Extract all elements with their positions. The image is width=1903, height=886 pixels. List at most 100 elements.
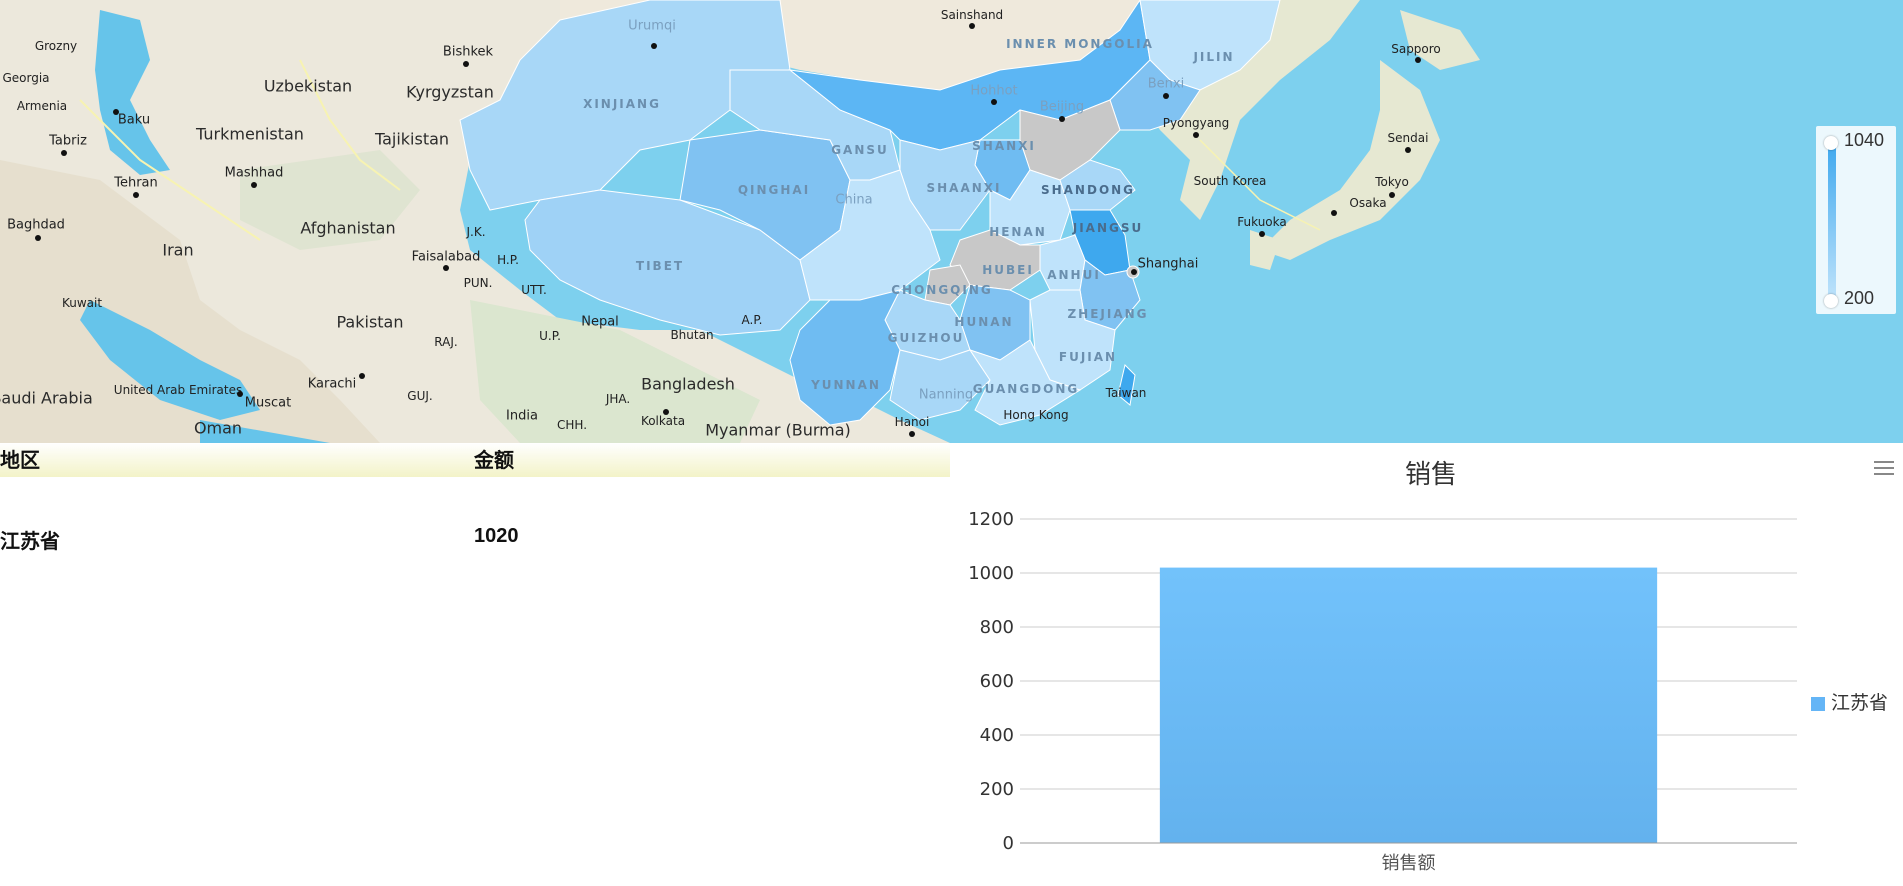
- visual-map-legend[interactable]: 1040 200: [1816, 126, 1896, 314]
- city-marker-icon: [1405, 147, 1411, 153]
- city-label: Urumqi: [628, 18, 676, 34]
- map-panel[interactable]: Uzbekistan Kyrgyzstan Turkmenistan Tajikist…: [0, 0, 1903, 443]
- y-tick-label: 800: [980, 617, 1014, 638]
- country-label: Kuwait: [61, 296, 103, 310]
- city-marker-icon: [1163, 93, 1169, 99]
- country-label: Oman: [193, 418, 243, 438]
- city-label: Bishkek: [442, 44, 494, 60]
- province-label: TIBET: [635, 259, 685, 273]
- city-label: Osaka: [1349, 196, 1387, 210]
- province-label: GUJ.: [407, 389, 433, 403]
- province-label: J.K.: [466, 225, 486, 239]
- city-marker-icon: [463, 61, 469, 67]
- province-label: U.P.: [539, 329, 561, 343]
- province-label: ANHUI: [1047, 268, 1101, 282]
- province-label: SHAANXI: [926, 181, 1002, 195]
- province-label: CHONGQING: [891, 283, 993, 297]
- city-marker-icon: [1059, 116, 1065, 122]
- country-label: South Korea: [1193, 174, 1267, 188]
- province-label: CHH.: [556, 418, 588, 432]
- province-label: GUANGDONG: [972, 382, 1080, 396]
- city-marker-icon: [1389, 192, 1395, 198]
- province-label: SHANXI: [972, 139, 1036, 153]
- country-label: Bangladesh: [641, 374, 735, 394]
- city-label: China: [835, 192, 873, 208]
- city-label: Tehran: [114, 175, 158, 191]
- city-marker-icon: [133, 192, 139, 198]
- y-tick-label: 1000: [968, 563, 1014, 584]
- province-label: HUBEI: [982, 263, 1034, 277]
- country-label: Tajikistan: [374, 129, 450, 149]
- visual-map-max-label: 1040: [1844, 130, 1885, 150]
- country-label: Myanmar (Burma): [705, 420, 851, 440]
- province-label: H.P.: [497, 253, 519, 267]
- province-label: JHA.: [605, 392, 631, 406]
- y-tick-label: 0: [1003, 833, 1014, 854]
- chart-title: 销售: [1405, 460, 1457, 490]
- province-label: INNER MONGOLIA: [1006, 37, 1154, 51]
- city-label: Pyongyang: [1162, 116, 1230, 130]
- country-label: Turkmenistan: [196, 124, 304, 144]
- country-label: India: [506, 408, 538, 424]
- city-label: Fukuoka: [1237, 215, 1287, 229]
- city-label: Baku: [117, 112, 151, 128]
- province-label: GUIZHOU: [887, 331, 965, 345]
- bar-chart-panel: 销售 0 200 400 600 800 1000 1200 销售额 江苏省: [950, 443, 1903, 881]
- province-label: XINJIANG: [583, 97, 661, 111]
- cell-amount: 1020: [474, 525, 519, 547]
- visual-map-min-label: 200: [1844, 288, 1875, 308]
- city-marker-icon: [651, 43, 657, 49]
- y-tick-label: 400: [980, 725, 1014, 746]
- city-marker-icon: [61, 150, 67, 156]
- table-header: 地区 金额: [0, 443, 950, 477]
- city-label: Sendai: [1387, 131, 1429, 145]
- city-label: Kolkata: [640, 414, 686, 428]
- visual-map-gradient-bar[interactable]: [1828, 142, 1836, 300]
- city-marker-icon: [1193, 132, 1199, 138]
- city-marker-icon: [991, 99, 997, 105]
- city-marker-icon: [251, 182, 257, 188]
- city-marker-icon: [909, 431, 915, 437]
- city-label: Taiwan: [1105, 386, 1147, 400]
- city-label: Hanoi: [894, 415, 930, 429]
- country-label: Afghanistan: [300, 218, 396, 238]
- city-marker-icon: [35, 235, 41, 241]
- province-label: UTT.: [521, 283, 547, 297]
- menu-icon[interactable]: [1874, 461, 1894, 479]
- country-label: Pakistan: [336, 312, 404, 332]
- city-label: Hohhot: [970, 83, 1018, 99]
- city-marker-icon: [969, 23, 975, 29]
- bar-chart: 销售 0 200 400 600 800 1000 1200 销售额 江苏省: [968, 460, 1888, 874]
- city-marker-icon: [1131, 269, 1137, 275]
- country-label: Iran: [162, 240, 194, 260]
- visual-map-max-handle[interactable]: [1824, 136, 1838, 150]
- visual-map-min-handle[interactable]: [1824, 294, 1838, 308]
- x-tick-label: 销售额: [1382, 853, 1436, 874]
- column-header-region[interactable]: 地区: [0, 450, 40, 472]
- bar-江苏省: [1159, 567, 1658, 843]
- y-tick-label: 600: [980, 671, 1014, 692]
- column-header-amount[interactable]: 金额: [474, 450, 514, 472]
- province-label: RAJ.: [434, 335, 458, 349]
- city-label: Nanning: [918, 387, 974, 403]
- city-marker-icon: [663, 409, 669, 415]
- city-label: Sainshand: [940, 8, 1004, 22]
- country-label: Kyrgyzstan: [406, 82, 494, 102]
- province-label: JIANGSU: [1072, 221, 1144, 235]
- province-label: FUJIAN: [1058, 350, 1118, 364]
- city-label: Shanghai: [1137, 256, 1199, 272]
- cell-region: 江苏省: [0, 531, 60, 553]
- city-label: Benxi: [1147, 76, 1185, 92]
- city-label: Karachi: [307, 376, 357, 392]
- country-label: Saudi Arabia: [0, 388, 93, 408]
- table-row[interactable]: 江苏省 1020: [0, 525, 950, 555]
- city-marker-icon: [237, 391, 243, 397]
- country-label: United Arab Emirates: [113, 383, 243, 397]
- city-label: Hong Kong: [1003, 408, 1069, 422]
- country-label: Armenia: [16, 99, 68, 113]
- city-label: Baghdad: [7, 217, 65, 233]
- city-label: Faisalabad: [411, 249, 481, 265]
- legend-label: 江苏省: [1831, 692, 1888, 714]
- province-label: PUN.: [463, 276, 493, 290]
- map-background: [0, 0, 1480, 443]
